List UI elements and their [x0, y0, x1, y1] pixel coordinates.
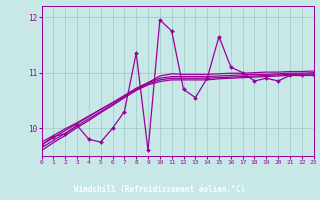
Text: Windchill (Refroidissement éolien,°C): Windchill (Refroidissement éolien,°C) — [75, 185, 245, 194]
